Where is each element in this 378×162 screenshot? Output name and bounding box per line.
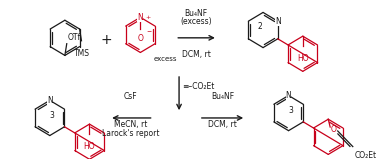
Text: DCM, rt: DCM, rt	[181, 50, 211, 58]
Text: −: −	[146, 29, 151, 34]
Text: DCM, rt: DCM, rt	[208, 120, 237, 129]
Text: O: O	[331, 125, 337, 133]
Text: Larock's report: Larock's report	[102, 129, 160, 138]
Text: N: N	[275, 17, 280, 26]
Text: MeCN, rt: MeCN, rt	[114, 120, 148, 129]
Text: Bu₄NF: Bu₄NF	[211, 92, 234, 101]
Text: CO₂Et: CO₂Et	[355, 150, 377, 160]
Text: N: N	[138, 13, 143, 22]
Text: excess: excess	[153, 56, 177, 62]
Text: TMS: TMS	[74, 49, 90, 58]
Text: +: +	[145, 15, 150, 20]
Text: 2: 2	[258, 22, 263, 31]
Text: OTf: OTf	[68, 33, 81, 42]
Text: N: N	[286, 91, 291, 100]
Text: HO: HO	[84, 142, 95, 151]
Text: CsF: CsF	[124, 92, 138, 101]
Text: 3: 3	[288, 106, 293, 115]
Text: +: +	[101, 33, 112, 47]
Text: O: O	[138, 34, 143, 43]
Text: (excess): (excess)	[180, 17, 212, 26]
Text: ≡–CO₂Et: ≡–CO₂Et	[182, 82, 214, 91]
Text: HO: HO	[297, 54, 308, 63]
Text: Bu₄NF: Bu₄NF	[184, 9, 208, 18]
Text: N: N	[47, 96, 53, 105]
Text: 3: 3	[49, 110, 54, 120]
